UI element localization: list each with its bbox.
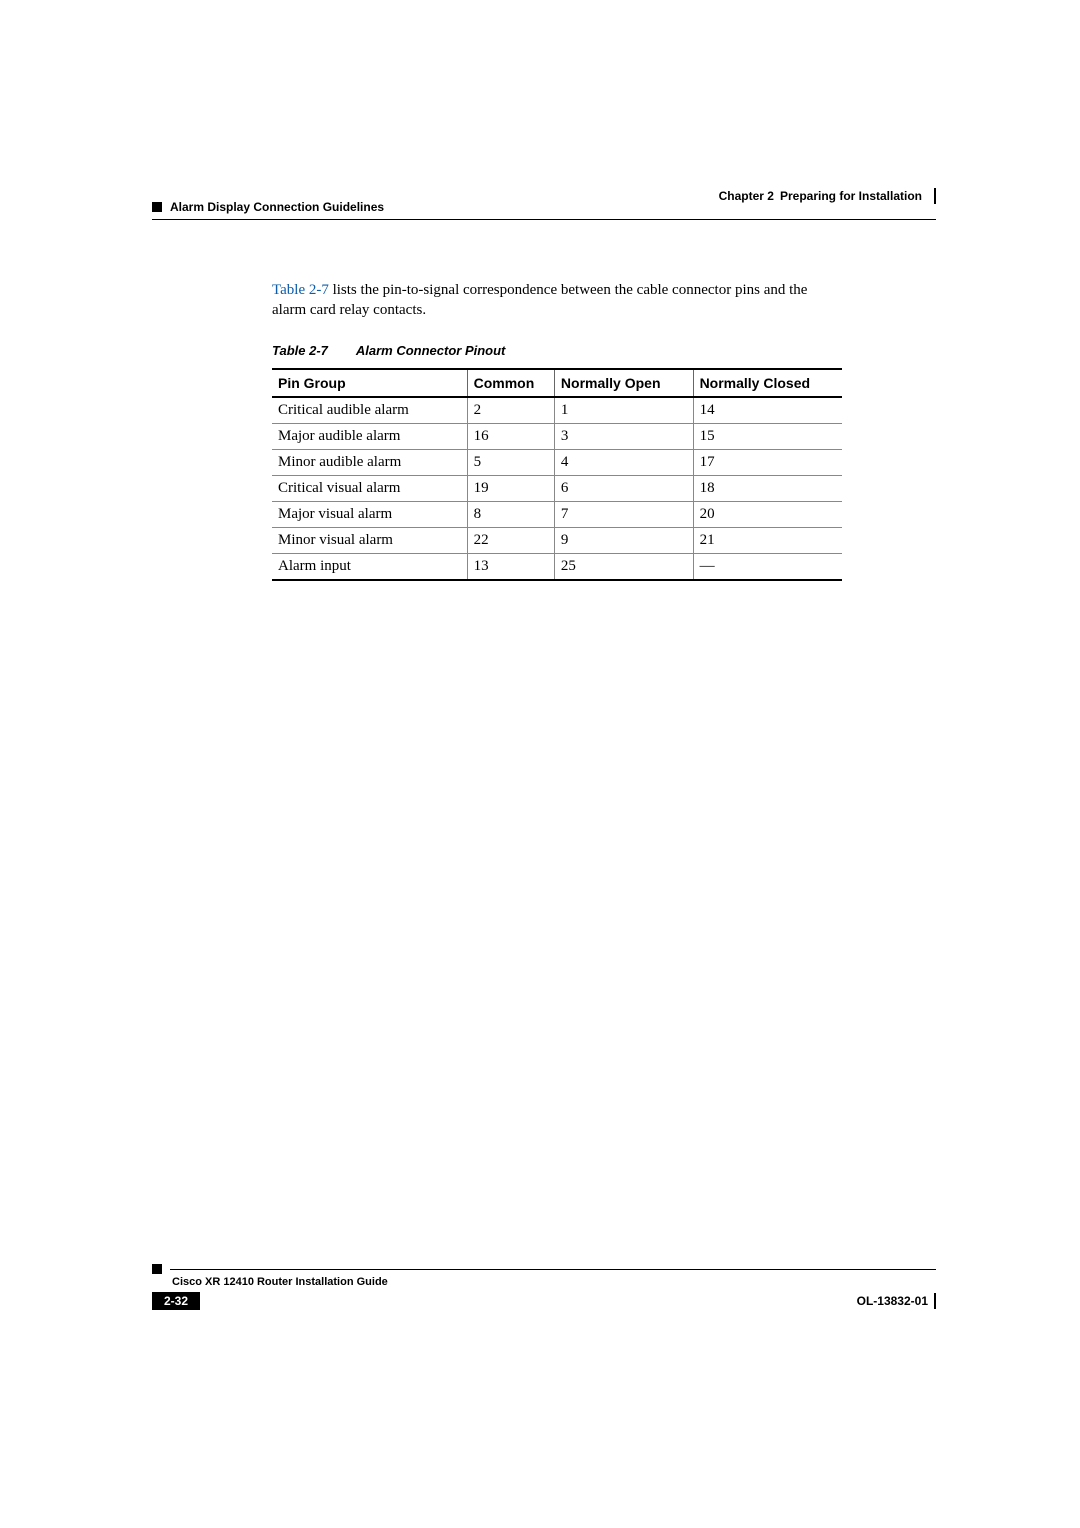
chapter-title: Preparing for Installation [780,189,922,203]
table-row: Major audible alarm 16 3 15 [272,423,842,449]
running-footer: Cisco XR 12410 Router Installation Guide… [152,1264,936,1310]
cell: 16 [467,423,554,449]
cell: 3 [554,423,693,449]
table-caption: Table 2-7 Alarm Connector Pinout [272,343,842,358]
header-chapter: Chapter 2 Preparing for Installation [719,188,936,204]
cell: 14 [693,397,842,424]
table-crossref-link[interactable]: Table 2-7 [272,282,329,298]
table-row: Major visual alarm 8 7 20 [272,501,842,527]
horizontal-rule [170,1269,936,1270]
chapter-label: Chapter 2 [719,189,774,203]
table-row: Minor audible alarm 5 4 17 [272,449,842,475]
cell: 4 [554,449,693,475]
cell: Minor visual alarm [272,527,467,553]
doc-ref-text: OL-13832-01 [857,1294,928,1308]
col-header: Normally Open [554,369,693,397]
col-header: Common [467,369,554,397]
table-row: Alarm input 13 25 — [272,553,842,580]
table-row: Critical visual alarm 19 6 18 [272,475,842,501]
cell: 25 [554,553,693,580]
cell: Major audible alarm [272,423,467,449]
cell: 1 [554,397,693,424]
cell: 6 [554,475,693,501]
col-header: Normally Closed [693,369,842,397]
table-row: Minor visual alarm 22 9 21 [272,527,842,553]
page-number-badge: 2-32 [152,1292,200,1310]
header-section: Alarm Display Connection Guidelines [152,200,384,214]
cell: 19 [467,475,554,501]
cell: 18 [693,475,842,501]
square-bullet-icon [152,1264,162,1274]
footer-rule [152,1264,936,1274]
cell: 8 [467,501,554,527]
cell: 13 [467,553,554,580]
table-row: Critical audible alarm 2 1 14 [272,397,842,424]
running-header: Alarm Display Connection Guidelines Chap… [152,190,936,220]
col-header: Pin Group [272,369,467,397]
table-caption-title: Alarm Connector Pinout [356,343,506,358]
intro-paragraph: Table 2-7 lists the pin-to-signal corres… [272,280,842,321]
table-body: Critical audible alarm 2 1 14 Major audi… [272,397,842,580]
square-bullet-icon [152,202,162,212]
intro-text: lists the pin-to-signal correspondence b… [272,282,807,318]
cell: 20 [693,501,842,527]
cell: 9 [554,527,693,553]
cell: Major visual alarm [272,501,467,527]
book-title: Cisco XR 12410 Router Installation Guide [172,1276,936,1288]
cell: 17 [693,449,842,475]
cell: 7 [554,501,693,527]
section-title: Alarm Display Connection Guidelines [170,200,384,214]
cell: 15 [693,423,842,449]
cell: 21 [693,527,842,553]
cell: Alarm input [272,553,467,580]
cell: 22 [467,527,554,553]
table-header-row: Pin Group Common Normally Open Normally … [272,369,842,397]
page-body: Table 2-7 lists the pin-to-signal corres… [272,280,842,581]
cell: Critical audible alarm [272,397,467,424]
footer-bar-icon [934,1293,936,1309]
cell: 5 [467,449,554,475]
cell: 2 [467,397,554,424]
cell: Minor audible alarm [272,449,467,475]
footer-bottom: 2-32 OL-13832-01 [152,1292,936,1310]
cell: Critical visual alarm [272,475,467,501]
header-bar-icon [934,188,936,204]
alarm-pinout-table: Pin Group Common Normally Open Normally … [272,368,842,581]
page: Alarm Display Connection Guidelines Chap… [152,190,936,1310]
doc-ref: OL-13832-01 [857,1293,936,1309]
cell: — [693,553,842,580]
table-caption-label: Table 2-7 [272,343,328,358]
